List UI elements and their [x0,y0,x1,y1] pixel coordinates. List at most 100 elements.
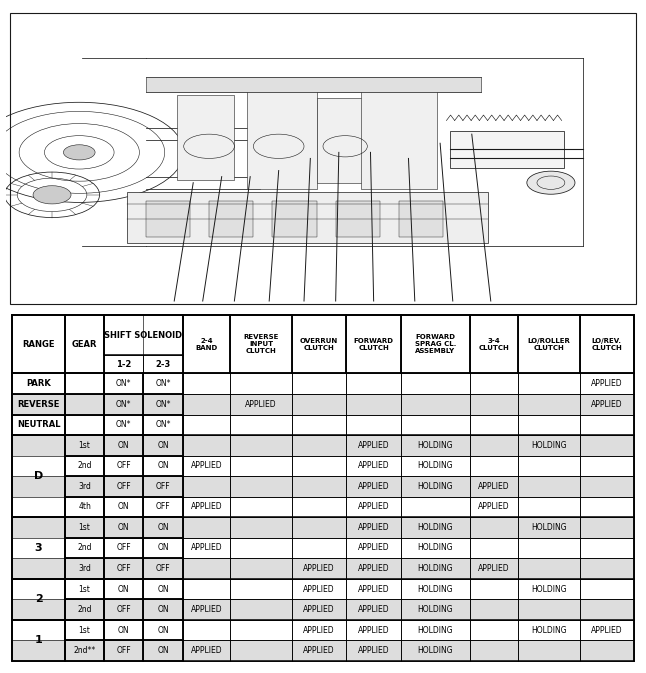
Bar [230,579,292,600]
Bar [346,497,401,517]
Bar [517,559,579,579]
Bar [183,559,230,579]
Bar [65,374,104,394]
Text: 2nd: 2nd [78,605,92,614]
Bar [340,104,344,134]
Bar [470,579,517,600]
Bar [230,538,292,559]
Bar [230,415,292,435]
Text: ON: ON [157,605,169,614]
Bar [292,497,346,517]
Bar [183,579,230,600]
Bar [470,374,517,394]
Bar [292,435,346,456]
Bar [470,476,517,497]
Text: ON*: ON* [116,420,132,429]
Bar [143,620,183,641]
Bar [401,620,470,641]
Bar [230,517,292,538]
Text: HOLDING: HOLDING [417,482,453,491]
Bar [292,517,346,538]
Bar [292,600,346,620]
Bar [579,435,634,456]
Bar [517,538,579,559]
Bar [470,641,517,661]
Bar [470,497,517,517]
Bar [104,600,143,620]
Circle shape [63,145,95,160]
Bar [346,435,401,456]
Bar [401,374,470,394]
Bar [273,201,317,238]
Text: FORWARD
CLUTCH: FORWARD CLUTCH [353,338,393,351]
Bar [470,538,517,559]
Text: APPLIED: APPLIED [191,503,222,511]
Bar [230,641,292,661]
Bar [230,456,292,476]
Bar [65,559,104,579]
Bar [65,538,104,559]
Bar [230,316,292,374]
Bar [517,517,579,538]
Bar [517,620,579,641]
Bar [216,98,220,140]
Bar [205,98,209,140]
Bar [470,620,517,641]
Bar [183,435,230,456]
Bar [346,415,401,435]
Bar [470,600,517,620]
Bar [470,559,517,579]
Text: PARK: PARK [26,379,51,388]
Bar [346,316,401,374]
Bar [104,538,143,559]
Bar [401,538,470,559]
Bar [143,476,183,497]
Bar [517,538,579,559]
Bar [230,394,292,415]
Bar [211,98,214,140]
Bar [183,415,230,435]
Bar [104,497,143,517]
Bar [143,435,183,456]
Bar [183,620,230,641]
Bar [12,316,65,374]
Bar [517,517,579,538]
Bar [401,517,470,538]
Bar [143,497,183,517]
Bar [104,316,183,355]
Bar [12,456,65,476]
Bar [65,476,104,497]
Bar [579,620,634,641]
Bar [292,435,346,456]
Bar [104,456,143,476]
Bar [183,374,230,394]
Bar [65,579,104,600]
Text: ON: ON [118,441,130,450]
Bar [65,517,104,538]
Bar [183,538,230,559]
Text: APPLIED: APPLIED [358,585,390,594]
Text: OFF: OFF [116,462,131,470]
Bar [517,497,579,517]
Text: ON: ON [157,646,169,655]
Bar [65,316,104,374]
Bar [183,316,230,374]
Bar [183,456,230,476]
Bar [388,107,391,140]
Bar [143,579,183,600]
Bar [65,538,104,559]
Text: ON: ON [157,626,169,635]
Text: ON: ON [157,441,169,450]
Bar [12,435,65,517]
Bar [12,517,65,579]
Bar [292,641,346,661]
Bar [579,415,634,435]
Text: APPLIED: APPLIED [245,400,277,409]
Text: HOLDING: HOLDING [417,585,453,594]
Text: OFF: OFF [116,646,131,655]
Bar [183,641,230,661]
Bar [361,92,437,188]
Bar [183,538,230,559]
Bar [376,107,380,140]
Bar [230,456,292,476]
